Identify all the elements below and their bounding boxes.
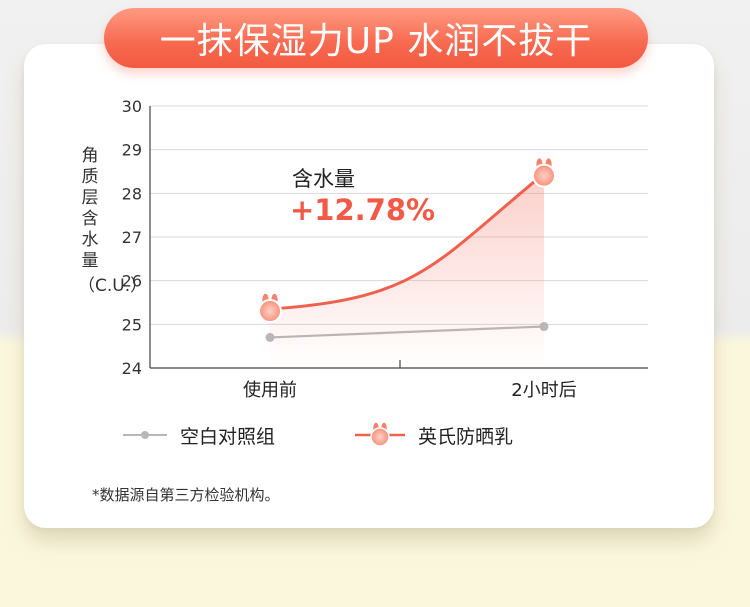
y-axis-title: 角质层含水量 <box>81 146 99 271</box>
y-tick-label: 24 <box>122 359 142 378</box>
legend-item-control: 空白对照组 <box>122 420 275 450</box>
legend-item-product: 英氏防晒乳 <box>354 420 513 450</box>
y-axis-label: 角质层含水量 （C.U.） <box>78 146 147 297</box>
series-area-product <box>270 173 544 368</box>
legend-label-control: 空白对照组 <box>180 425 276 448</box>
point-product <box>258 292 282 324</box>
chart-card <box>24 44 714 528</box>
y-tick-label: 25 <box>122 315 142 334</box>
series-group <box>258 157 556 368</box>
bunny-face-icon <box>532 163 556 188</box>
legend-label-product: 英氏防晒乳 <box>418 425 514 448</box>
bunny-face-icon <box>258 299 282 324</box>
x-tick-label: 2小时后 <box>511 380 576 401</box>
legend-marker-control <box>123 431 167 439</box>
y-tick-label: 26 <box>122 272 142 291</box>
y-tick-label: 27 <box>122 228 142 247</box>
y-tick-labels: 24 25 26 27 28 29 30 <box>122 97 142 378</box>
callout-value: +12.78% <box>290 193 436 227</box>
y-tick-label: 28 <box>122 184 142 203</box>
chart-grid <box>149 105 648 369</box>
x-tick-labels: 使用前 2小时后 <box>243 380 577 401</box>
point-product <box>532 157 556 188</box>
x-tick-label: 使用前 <box>243 380 297 401</box>
callout-title: 含水量 <box>292 167 355 191</box>
bunny-icon <box>355 421 405 447</box>
y-tick-label: 29 <box>122 141 142 160</box>
footnote: *数据源自第三方检验机构。 <box>92 486 280 504</box>
y-tick-label: 30 <box>122 97 142 116</box>
series-line-product <box>269 172 545 311</box>
headline-banner: 一抹保湿力UP 水润不拔干 <box>104 8 648 68</box>
